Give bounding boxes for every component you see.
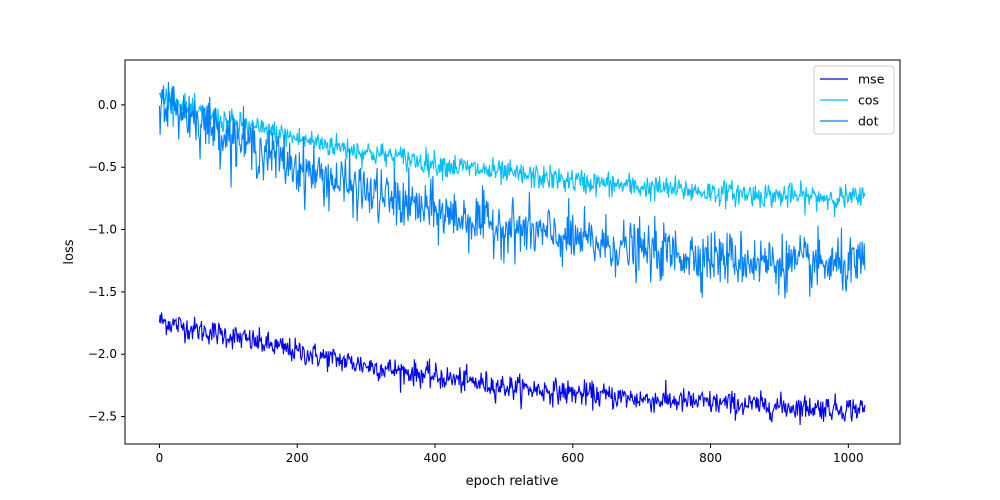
y-tick-label: −2.0: [88, 347, 117, 361]
x-tick-label: 1000: [833, 451, 864, 465]
x-tick-label: 600: [561, 451, 584, 465]
y-tick-label: −2.5: [88, 410, 117, 424]
legend: mse cos dot: [813, 65, 895, 135]
y-tick-label: 0.0: [98, 98, 117, 112]
y-axis: 0.0 −0.5 −1.0 −1.5 −2.0 −2.5: [88, 98, 125, 424]
x-axis: 0 200 400 600 800 1000: [156, 444, 864, 465]
legend-label-mse: mse: [858, 72, 885, 87]
y-tick-label: −1.0: [88, 223, 117, 237]
y-tick-label: −0.5: [88, 160, 117, 174]
series-line-dot: [158, 81, 866, 299]
legend-label-dot: dot: [858, 114, 879, 129]
series-line-mse: [158, 312, 866, 425]
series-layer: [158, 81, 866, 425]
x-tick-label: 400: [424, 451, 447, 465]
y-axis-label: loss: [62, 239, 77, 264]
legend-box: [813, 65, 895, 135]
plot-frame: [124, 59, 901, 445]
y-tick-label: −1.5: [88, 285, 117, 299]
series-line-cos: [158, 88, 866, 218]
x-tick-label: 800: [699, 451, 722, 465]
x-axis-label: epoch relative: [466, 474, 559, 489]
x-tick-label: 0: [156, 451, 164, 465]
legend-label-cos: cos: [858, 93, 879, 108]
x-tick-label: 200: [286, 451, 309, 465]
